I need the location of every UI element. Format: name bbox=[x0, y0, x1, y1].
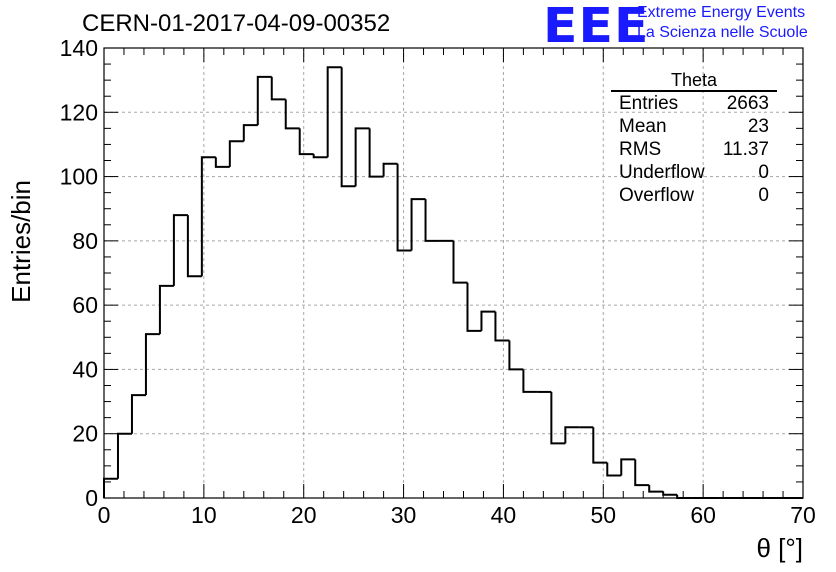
x-tick-label: 60 bbox=[690, 502, 716, 528]
axes bbox=[103, 47, 804, 499]
y-tick-label: 140 bbox=[60, 35, 98, 61]
stats-row-entries: Entries 2663 bbox=[611, 92, 777, 115]
histogram-bin bbox=[634, 459, 650, 487]
y-tick-label: 0 bbox=[85, 485, 98, 511]
histogram-bin bbox=[158, 284, 174, 335]
histogram-bin bbox=[396, 163, 412, 252]
histogram-bin bbox=[452, 240, 468, 284]
y-tick-label: 60 bbox=[72, 292, 98, 318]
histogram-bin bbox=[256, 75, 272, 126]
histogram-bin bbox=[270, 76, 286, 101]
stats-row-rms: RMS 11.37 bbox=[611, 138, 777, 161]
histogram-bin bbox=[186, 215, 202, 278]
stats-value: 23 bbox=[747, 116, 769, 137]
x-tick-labels: 0 10 20 30 40 50 60 70 bbox=[98, 502, 816, 528]
stats-value: 0 bbox=[758, 185, 769, 206]
histogram-bin bbox=[200, 156, 216, 277]
histogram-bin bbox=[648, 485, 664, 493]
chart-title: CERN-01-2017-04-09-00352 bbox=[82, 10, 391, 37]
histogram-bin bbox=[214, 157, 230, 168]
x-tick-label: 0 bbox=[98, 502, 111, 528]
stats-box: Theta Entries 2663 Mean 23 RMS 11.37 Und… bbox=[611, 70, 777, 207]
stats-row-mean: Mean 23 bbox=[611, 115, 777, 138]
histogram-bin bbox=[410, 198, 426, 251]
x-axis-label: θ [°] bbox=[756, 533, 803, 563]
histogram-bin bbox=[620, 458, 636, 476]
x-tick-label: 30 bbox=[391, 502, 417, 528]
y-tick-label: 20 bbox=[72, 421, 98, 447]
x-tick-label: 10 bbox=[191, 502, 217, 528]
stats-label: Entries bbox=[619, 93, 679, 114]
logo-caption-line2: La Scienza nelle Scuole bbox=[637, 24, 808, 41]
histogram-bin bbox=[242, 124, 258, 142]
histogram-bin bbox=[172, 214, 188, 286]
histogram-bin bbox=[298, 128, 314, 156]
histogram-bin bbox=[662, 491, 678, 496]
histogram-bin bbox=[312, 154, 328, 159]
histogram-bin bbox=[116, 432, 132, 479]
x-tick-label: 70 bbox=[790, 502, 816, 528]
histogram-bin bbox=[424, 199, 440, 242]
histogram-bin bbox=[354, 127, 370, 187]
histogram-bin bbox=[522, 369, 538, 393]
eee-logo: EEE bbox=[543, 0, 650, 54]
histogram-bin bbox=[606, 462, 622, 477]
stats-row-overflow: Overflow 0 bbox=[611, 184, 777, 207]
x-tick-label: 40 bbox=[491, 502, 517, 528]
histogram-bin bbox=[508, 340, 524, 371]
stats-value: 0 bbox=[758, 162, 769, 183]
histogram-bin bbox=[326, 66, 342, 158]
stats-value: 11.37 bbox=[722, 139, 769, 160]
histogram-bin bbox=[130, 394, 146, 434]
histogram-bin bbox=[228, 140, 244, 167]
histogram-bin bbox=[466, 282, 482, 332]
grid-lines bbox=[104, 48, 803, 498]
histogram-bin bbox=[382, 162, 398, 177]
y-tick-label: 100 bbox=[60, 164, 98, 190]
histogram-bin bbox=[494, 311, 510, 342]
histogram-bin bbox=[592, 427, 608, 464]
histogram-bin bbox=[550, 391, 566, 445]
stats-value: 2663 bbox=[726, 93, 769, 114]
histogram-bin bbox=[368, 128, 384, 178]
stats-label: RMS bbox=[619, 139, 662, 160]
histogram-bin bbox=[340, 67, 356, 188]
stats-title: Theta bbox=[611, 70, 777, 92]
histogram-bin bbox=[564, 426, 580, 444]
y-tick-label: 80 bbox=[72, 228, 98, 254]
stats-label: Overflow bbox=[619, 185, 694, 206]
x-tick-label: 20 bbox=[291, 502, 317, 528]
y-tick-label: 120 bbox=[60, 99, 98, 125]
y-axis-label: Entries/bin bbox=[6, 180, 36, 303]
histogram-bin bbox=[284, 99, 300, 130]
logo-caption-line1: Extreme Energy Events bbox=[637, 4, 806, 21]
histogram-bin bbox=[144, 333, 160, 396]
histogram-bin bbox=[480, 310, 496, 331]
x-tick-label: 50 bbox=[590, 502, 616, 528]
y-tick-label: 40 bbox=[72, 356, 98, 382]
y-tick-labels: 0 20 40 60 80 100 120 140 bbox=[60, 35, 98, 511]
stats-row-underflow: Underflow 0 bbox=[611, 161, 777, 184]
stats-label: Underflow bbox=[619, 162, 705, 183]
stats-label: Mean bbox=[619, 116, 667, 137]
